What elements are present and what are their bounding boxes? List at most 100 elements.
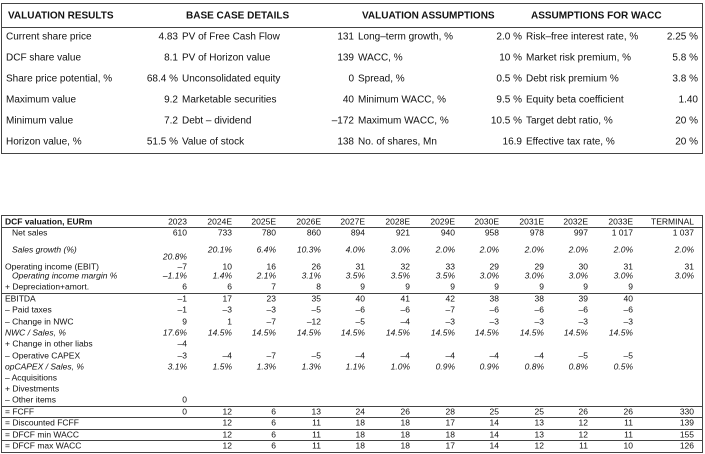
cell-value: –3 xyxy=(267,304,277,314)
cell-value: 0.9% xyxy=(436,361,456,371)
cell-value: 18 xyxy=(356,429,366,439)
cell-value: 2.0% xyxy=(674,244,695,254)
cell-value: 2.0% xyxy=(435,244,456,254)
cell-value: 8 xyxy=(316,281,321,291)
cell-value: 18 xyxy=(401,429,411,439)
summary-label: Minimum value xyxy=(6,116,74,127)
cell-value: 30 xyxy=(579,261,589,271)
cell-value: 1.3% xyxy=(257,361,277,371)
cell-value: 31 xyxy=(624,261,634,271)
cell-value: –3 xyxy=(446,316,456,326)
cell-value: 610 xyxy=(173,227,187,237)
summary-value: 10 % xyxy=(499,53,522,64)
summary-value: 2.0 % xyxy=(496,32,522,43)
cell-value: 6 xyxy=(271,417,276,427)
cell-value: –7 xyxy=(267,316,277,326)
cell-value: 14.5% xyxy=(431,327,456,337)
section-header: ASSUMPTIONS FOR WACC xyxy=(531,11,662,22)
cell-value: 0 xyxy=(182,406,187,416)
column-header: 2023 xyxy=(168,216,187,226)
summary-value: 9.5 % xyxy=(496,95,522,106)
cell-value: 13 xyxy=(535,417,545,427)
cell-value: 12 xyxy=(223,406,233,416)
cell-value: 13 xyxy=(312,406,322,416)
cell-value: –4 xyxy=(178,338,188,348)
cell-value: –6 xyxy=(624,304,634,314)
summary-label: Effective tax rate, % xyxy=(526,137,615,148)
summary-value: 2.25 % xyxy=(667,32,698,43)
cell-value: 11 xyxy=(624,429,633,439)
summary-label: Long–term growth, % xyxy=(358,32,453,43)
cell-value: –3 xyxy=(490,316,500,326)
cell-value: 0.5% xyxy=(614,361,634,371)
cell-value: –3 xyxy=(223,304,233,314)
cell-value: –4 xyxy=(401,350,411,360)
cell-value: 40 xyxy=(624,293,634,303)
cell-value: 18 xyxy=(356,417,366,427)
cell-value: 14.5% xyxy=(475,327,500,337)
cell-value: –4 xyxy=(401,316,411,326)
cell-value: 3.0% xyxy=(391,244,411,254)
row-label: Operating income (EBIT) xyxy=(5,261,99,271)
row-label: = DFCF max WACC xyxy=(5,440,81,450)
cell-value: 155 xyxy=(680,429,694,439)
cell-value: 24 xyxy=(356,406,366,416)
summary-value: 3.8 % xyxy=(672,74,698,85)
cell-value: –4 xyxy=(535,350,545,360)
column-header: 2027E xyxy=(340,216,365,226)
cell-value: 9 xyxy=(182,316,187,326)
table-title: DCF valuation, EURm xyxy=(5,216,93,226)
summary-value: 131 xyxy=(337,32,354,43)
column-header: 2030E xyxy=(474,216,499,226)
cell-value: 3.1% xyxy=(168,361,188,371)
summary-value: 16.9 xyxy=(503,137,523,148)
cell-value: 12 xyxy=(535,440,545,450)
summary-value: 4.83 xyxy=(159,32,179,43)
cell-value: –5 xyxy=(579,350,589,360)
cell-value: 17 xyxy=(446,417,456,427)
summary-value: 10.5 % xyxy=(491,116,522,127)
cell-value: 38 xyxy=(490,293,500,303)
row-label: + Depreciation+amort. xyxy=(5,281,89,291)
cell-value: 3.0% xyxy=(480,270,500,280)
cell-value: 6.4% xyxy=(257,244,277,254)
cell-value: –5 xyxy=(312,304,322,314)
row-label: + Divestments xyxy=(5,383,59,393)
cell-value: 14.5% xyxy=(252,327,277,337)
cell-value: –1 xyxy=(178,293,188,303)
cell-value: 9 xyxy=(628,281,633,291)
cell-value: 31 xyxy=(685,261,695,271)
summary-label: Equity beta coefficient xyxy=(526,95,624,106)
row-label: EBITDA xyxy=(5,293,36,303)
cell-value: 14.5% xyxy=(208,327,233,337)
section-header: BASE CASE DETAILS xyxy=(186,11,289,22)
cell-value: 20.1% xyxy=(207,244,233,254)
summary-label: Current share price xyxy=(6,32,92,43)
cell-value: 20.8% xyxy=(162,251,188,261)
cell-value: 14.5% xyxy=(564,327,589,337)
column-header: 2028E xyxy=(385,216,410,226)
cell-value: –3 xyxy=(178,350,188,360)
summary-value: –172 xyxy=(332,116,355,127)
cell-value: 1.3% xyxy=(302,361,322,371)
cell-value: –3 xyxy=(535,316,545,326)
cell-value: 12 xyxy=(223,429,233,439)
cell-value: –7 xyxy=(178,261,188,271)
cell-value: –6 xyxy=(490,304,500,314)
summary-label: Market risk premium, % xyxy=(526,53,631,64)
section-header: VALUATION ASSUMPTIONS xyxy=(362,11,495,22)
cell-value: 40 xyxy=(356,293,366,303)
cell-value: 6 xyxy=(271,429,276,439)
row-label: – Acquisitions xyxy=(5,372,57,382)
cell-value: 25 xyxy=(490,406,500,416)
cell-value: 26 xyxy=(624,406,634,416)
cell-value: 3.0% xyxy=(569,270,589,280)
summary-label: PV of Free Cash Flow xyxy=(182,32,281,43)
column-header: 2025E xyxy=(251,216,276,226)
cell-value: 997 xyxy=(574,227,588,237)
cell-value: 16 xyxy=(267,261,277,271)
cell-value: 978 xyxy=(530,227,544,237)
summary-value: 5.8 % xyxy=(672,53,698,64)
cell-value: 11 xyxy=(579,440,588,450)
